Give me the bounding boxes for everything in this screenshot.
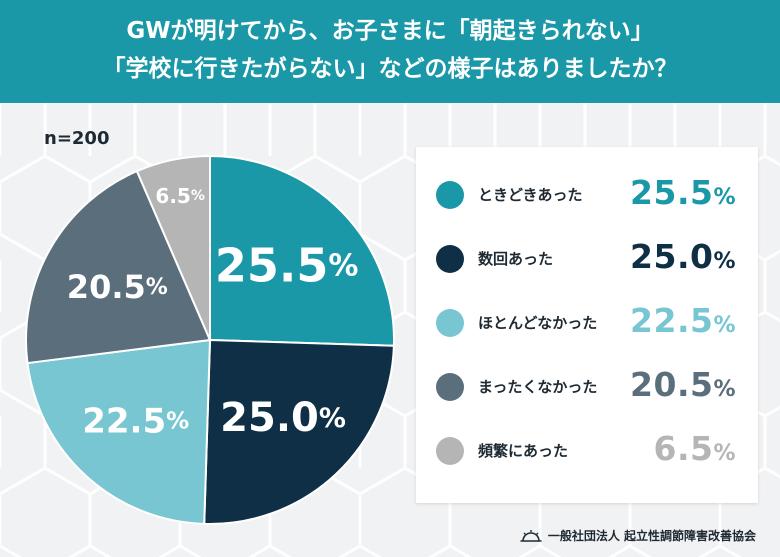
legend-label: まったくなかった [478,378,598,396]
legend-swatch [436,245,464,273]
legend: ときどきあった 25.5% 数回あった 25.0% ほとんどなかった 22.5% まったくな… [416,147,758,503]
legend-item: ほとんどなかった 22.5% [416,293,758,353]
legend-swatch [436,373,464,401]
sunrise-logo-icon [520,529,542,542]
pie-slice-1 [209,154,395,347]
legend-item: 頻繁にあった 6.5% [416,421,758,481]
legend-label: ほとんどなかった [478,314,598,332]
pie-slice-2 [203,338,395,525]
legend-value: 25.5% [630,173,736,212]
organization-name: 一般社団法人 起立性調節障害改善協会 [547,529,756,543]
sample-size-label: n=200 [44,128,110,149]
legend-label: 数回あった [478,250,554,268]
legend-swatch [436,181,464,209]
pie-chart: 25.5%25.0%22.5%20.5%6.5% [25,154,395,525]
legend-value: 22.5% [630,301,736,340]
question-header: GWが明けてから、お子さまに「朝起きられない」 「学校に行きたがらない」などの様… [0,0,780,103]
pie-slice-4 [25,169,212,365]
header-line-1: GWが明けてから、お子さまに「朝起きられない」 [126,18,654,44]
footer-organization: 一般社団法人 起立性調節障害改善協会 [520,527,756,544]
legend-value: 6.5% [653,429,736,468]
legend-swatch [436,309,464,337]
legend-item: ときどきあった 25.5% [416,165,758,225]
pie-slice-5 [135,154,211,341]
legend-item: 数回あった 25.0% [416,229,758,289]
pie-data-label-2: 25.0% [220,395,346,441]
header-line-2: 「学校に行きたがらない」などの様子はありましたか？ [102,56,678,82]
legend-label: 頻繁にあった [478,442,569,460]
pie-slice-3 [26,338,212,525]
legend-swatch [436,437,464,465]
legend-label: ときどきあった [478,186,583,204]
legend-value: 25.0% [630,237,736,276]
pie-data-label-5: 6.5% [155,184,204,208]
legend-value: 20.5% [630,365,736,404]
legend-item: まったくなかった 20.5% [416,357,758,417]
